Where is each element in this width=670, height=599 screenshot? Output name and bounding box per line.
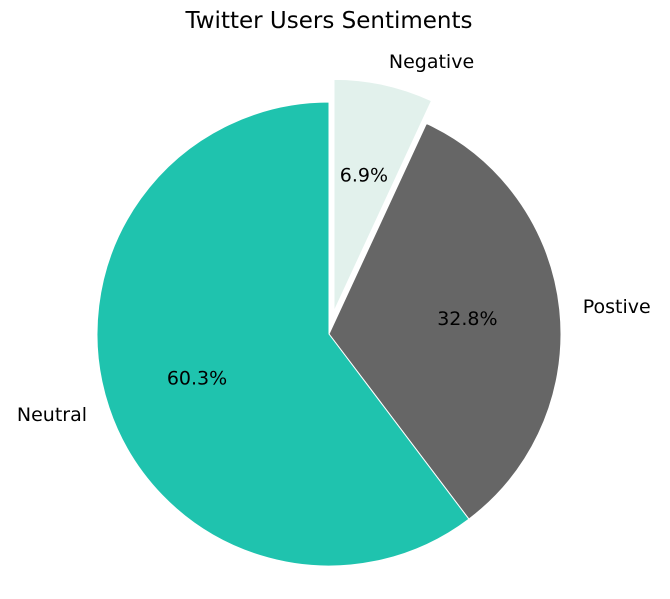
chart-title: Twitter Users Sentiments	[185, 8, 473, 34]
pie-percent-label-postive: 32.8%	[437, 308, 497, 330]
pie-percent-label-neutral: 60.3%	[167, 367, 227, 389]
pie-percent-label-negative: 6.9%	[340, 164, 388, 186]
pie-category-label-negative: Negative	[389, 51, 474, 73]
pie-category-label-postive: Postive	[583, 296, 651, 318]
pie-slice-postive	[328, 122, 562, 520]
pie-category-label-neutral: Neutral	[17, 404, 87, 426]
pie-slice-negative	[333, 78, 433, 312]
pie-slice-neutral	[96, 101, 470, 567]
